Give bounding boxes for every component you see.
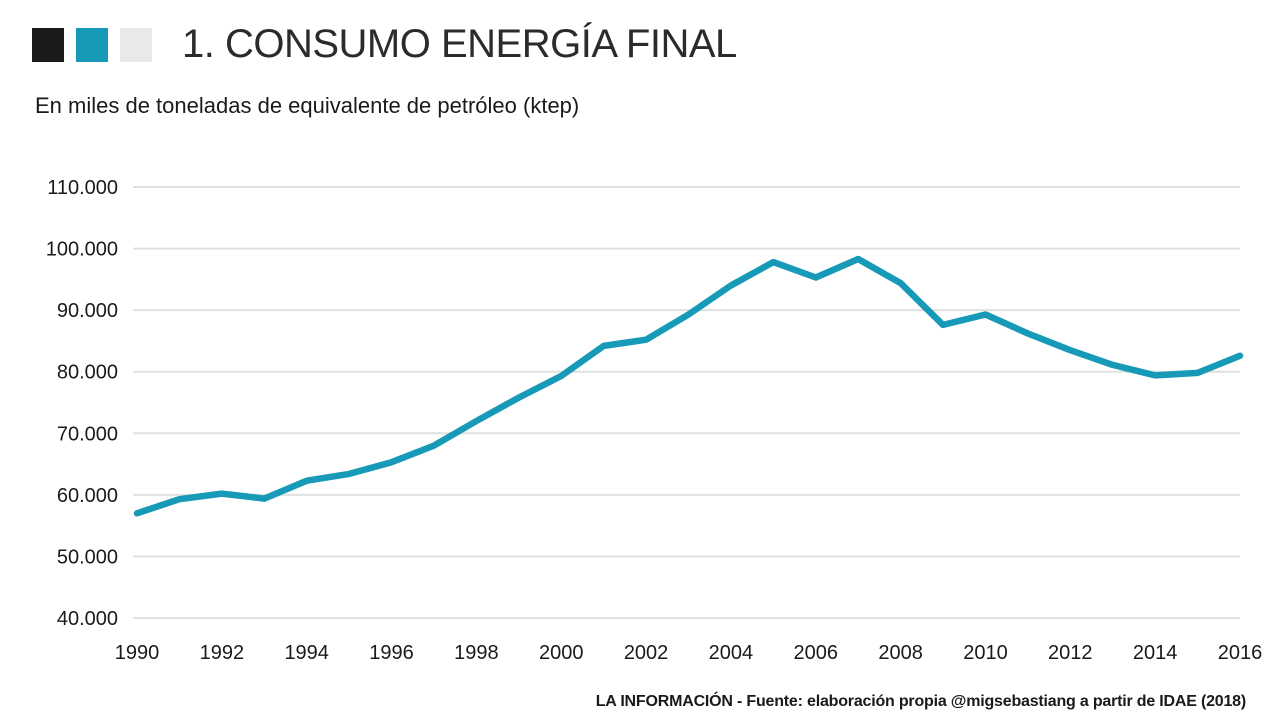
brand-square-black-icon <box>32 27 64 62</box>
x-tick-label-2002: 2002 <box>624 642 669 664</box>
brand-square-teal-icon <box>76 27 108 62</box>
y-tick-label-70000: 70.000 <box>57 423 118 445</box>
x-tick-label-2016: 2016 <box>1218 642 1263 664</box>
x-tick-label-2014: 2014 <box>1133 642 1178 664</box>
y-tick-label-60000: 60.000 <box>57 485 118 507</box>
chart-title: 1. CONSUMO ENERGÍA FINAL <box>182 22 737 66</box>
x-tick-label-2004: 2004 <box>709 642 754 664</box>
x-tick-label-1994: 1994 <box>284 642 329 664</box>
y-tick-label-80000: 80.000 <box>57 362 118 384</box>
x-tick-label-1992: 1992 <box>200 642 245 664</box>
energy-consumption-line <box>133 255 1244 517</box>
x-tick-label-2010: 2010 <box>963 642 1008 664</box>
x-tick-label-2006: 2006 <box>794 642 839 664</box>
chart-subtitle: En miles de toneladas de equivalente de … <box>35 93 580 118</box>
brand-square-gray-icon <box>120 27 152 62</box>
header: 1. CONSUMO ENERGÍA FINAL <box>32 22 737 67</box>
x-tick-label-1990: 1990 <box>115 642 160 664</box>
x-tick-label-2008: 2008 <box>878 642 923 664</box>
y-tick-label-110000: 110.000 <box>47 177 118 199</box>
brand-color-squares <box>32 27 164 62</box>
x-tick-label-2012: 2012 <box>1048 642 1093 664</box>
y-tick-label-40000: 40.000 <box>57 608 118 630</box>
x-tick-label-1998: 1998 <box>454 642 499 664</box>
y-tick-label-90000: 90.000 <box>57 300 118 322</box>
x-tick-label-1996: 1996 <box>369 642 414 664</box>
source-credit: LA INFORMACIÓN - Fuente: elaboración pro… <box>595 693 1246 710</box>
y-tick-label-100000: 100.000 <box>46 239 118 261</box>
y-tick-label-50000: 50.000 <box>57 546 118 568</box>
x-tick-label-2000: 2000 <box>539 642 584 664</box>
